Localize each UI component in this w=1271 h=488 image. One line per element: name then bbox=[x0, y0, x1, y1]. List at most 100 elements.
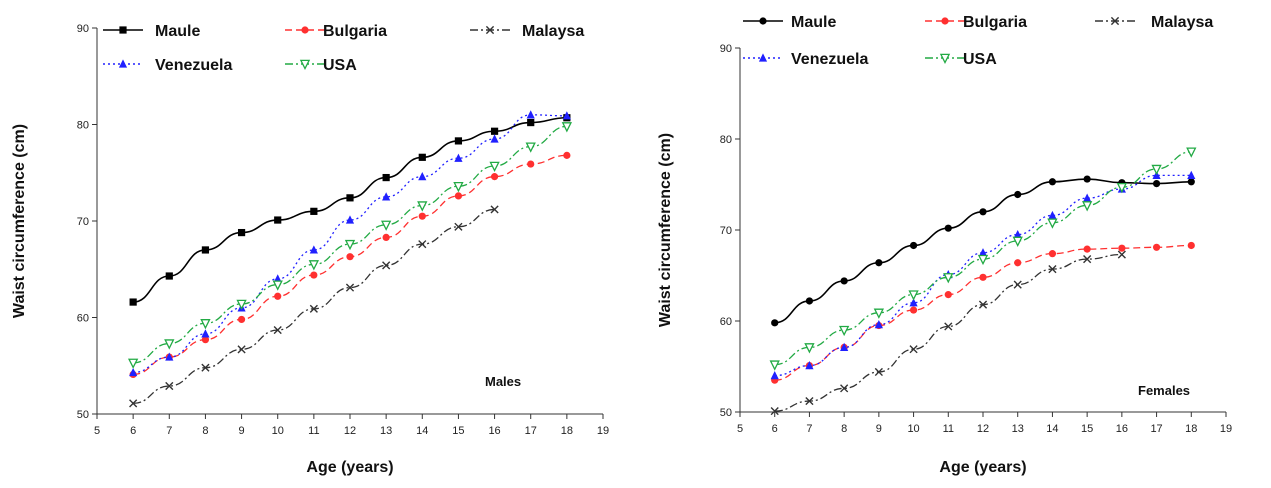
data-point bbox=[1152, 243, 1161, 251]
x-tick-label: 7 bbox=[166, 425, 172, 437]
legend-marker bbox=[119, 26, 127, 34]
series-line-bulgaria bbox=[133, 154, 567, 376]
data-point bbox=[309, 245, 318, 254]
data-point bbox=[804, 343, 815, 354]
data-point bbox=[418, 212, 426, 220]
data-point bbox=[1013, 229, 1022, 239]
legend-label: Maule bbox=[155, 23, 200, 40]
data-point bbox=[417, 201, 428, 212]
x-tick-label: 6 bbox=[772, 423, 778, 435]
x-tick-label: 15 bbox=[452, 425, 464, 437]
x-tick-label: 8 bbox=[202, 425, 208, 437]
legend-label: USA bbox=[963, 51, 997, 68]
legend-label: Maule bbox=[791, 14, 836, 31]
data-point bbox=[129, 399, 138, 408]
legend-marker bbox=[759, 17, 767, 25]
chart-panel-2: 50 60 70 80 90 5 6 7 8 9 10 11 12 13 14 15 16 17 18 19 Age (… bbox=[657, 14, 1232, 476]
data-point bbox=[1048, 250, 1057, 258]
x-axis-title: Age (years) bbox=[939, 459, 1026, 476]
data-point bbox=[345, 283, 355, 292]
data-point bbox=[1048, 178, 1057, 186]
legend-item-malaysa: Malaysa bbox=[470, 23, 584, 40]
series-usa bbox=[769, 147, 1197, 371]
data-point bbox=[1083, 175, 1091, 183]
data-point bbox=[909, 306, 918, 314]
legend-marker bbox=[485, 25, 495, 35]
data-point bbox=[236, 299, 247, 311]
data-point bbox=[527, 118, 535, 127]
series-line-venezuela bbox=[133, 114, 567, 374]
legend-item-usa: USA bbox=[285, 57, 357, 74]
x-tick-label: 19 bbox=[597, 425, 609, 437]
series-malaysa bbox=[129, 205, 499, 408]
data-point bbox=[978, 248, 988, 257]
data-point bbox=[200, 319, 211, 330]
data-point bbox=[165, 272, 173, 280]
data-point bbox=[1151, 164, 1162, 176]
data-point bbox=[346, 253, 354, 261]
chart-panel-1: 50 60 70 80 90 5 6 7 8 9 10 11 12 13 14 15 16 17 18 19 Age (… bbox=[11, 23, 609, 476]
data-point bbox=[489, 161, 500, 173]
panel-annotation: Males bbox=[485, 374, 521, 389]
legend-marker bbox=[939, 53, 951, 65]
x-tick-label: 17 bbox=[525, 425, 537, 437]
x-tick-label: 11 bbox=[943, 423, 954, 435]
data-point bbox=[909, 241, 918, 250]
data-point bbox=[840, 342, 849, 351]
data-point bbox=[771, 319, 779, 327]
x-tick-label: 13 bbox=[1012, 423, 1024, 435]
x-tick-label: 18 bbox=[561, 425, 573, 437]
data-point bbox=[840, 277, 848, 285]
y-tick-label: 80 bbox=[77, 120, 89, 132]
x-tick-label: 10 bbox=[907, 423, 919, 435]
data-point bbox=[1048, 265, 1057, 274]
x-tick-label: 5 bbox=[737, 423, 743, 435]
data-point bbox=[562, 111, 571, 120]
data-point bbox=[805, 360, 814, 370]
data-point bbox=[127, 358, 139, 369]
data-point bbox=[345, 215, 355, 224]
x-tick-label: 14 bbox=[416, 425, 428, 437]
y-tick-label: 90 bbox=[77, 23, 89, 35]
data-point bbox=[1152, 179, 1161, 188]
data-point bbox=[237, 345, 246, 354]
data-point bbox=[874, 320, 883, 329]
legend-label: USA bbox=[323, 57, 357, 74]
data-point bbox=[309, 304, 318, 313]
data-point bbox=[201, 246, 210, 254]
data-point bbox=[561, 122, 573, 133]
series-line-bulgaria bbox=[774, 244, 1192, 381]
series-usa bbox=[127, 122, 573, 369]
x-tick-label: 14 bbox=[1046, 423, 1058, 435]
legend-marker bbox=[1110, 16, 1120, 26]
legend-item-malaysa: Malaysa bbox=[1095, 14, 1213, 31]
series-bulgaria bbox=[129, 151, 571, 379]
data-point bbox=[453, 182, 464, 193]
data-point bbox=[979, 208, 987, 216]
data-point bbox=[1013, 280, 1022, 289]
y-tick-label: 70 bbox=[77, 216, 89, 228]
data-point bbox=[454, 153, 463, 162]
data-point bbox=[273, 325, 282, 335]
data-point bbox=[805, 396, 814, 406]
data-point bbox=[769, 360, 780, 371]
data-point bbox=[908, 290, 919, 301]
data-point bbox=[1014, 190, 1022, 199]
x-tick-label: 8 bbox=[841, 423, 847, 435]
x-tick-label: 19 bbox=[1220, 423, 1232, 435]
series-maule bbox=[129, 114, 571, 306]
data-point bbox=[1186, 147, 1197, 158]
data-point bbox=[201, 363, 210, 372]
x-tick-label: 10 bbox=[272, 425, 284, 437]
legend-label: Venezuela bbox=[155, 57, 232, 74]
data-point bbox=[770, 371, 779, 380]
data-point bbox=[526, 110, 535, 119]
x-tick-label: 16 bbox=[1116, 423, 1128, 435]
x-tick-label: 5 bbox=[94, 425, 100, 437]
data-point bbox=[909, 298, 918, 307]
legend-item-venezuela: Venezuela bbox=[743, 51, 868, 68]
legend-marker bbox=[299, 59, 311, 71]
legend-item-bulgaria: Bulgaria bbox=[285, 23, 387, 40]
